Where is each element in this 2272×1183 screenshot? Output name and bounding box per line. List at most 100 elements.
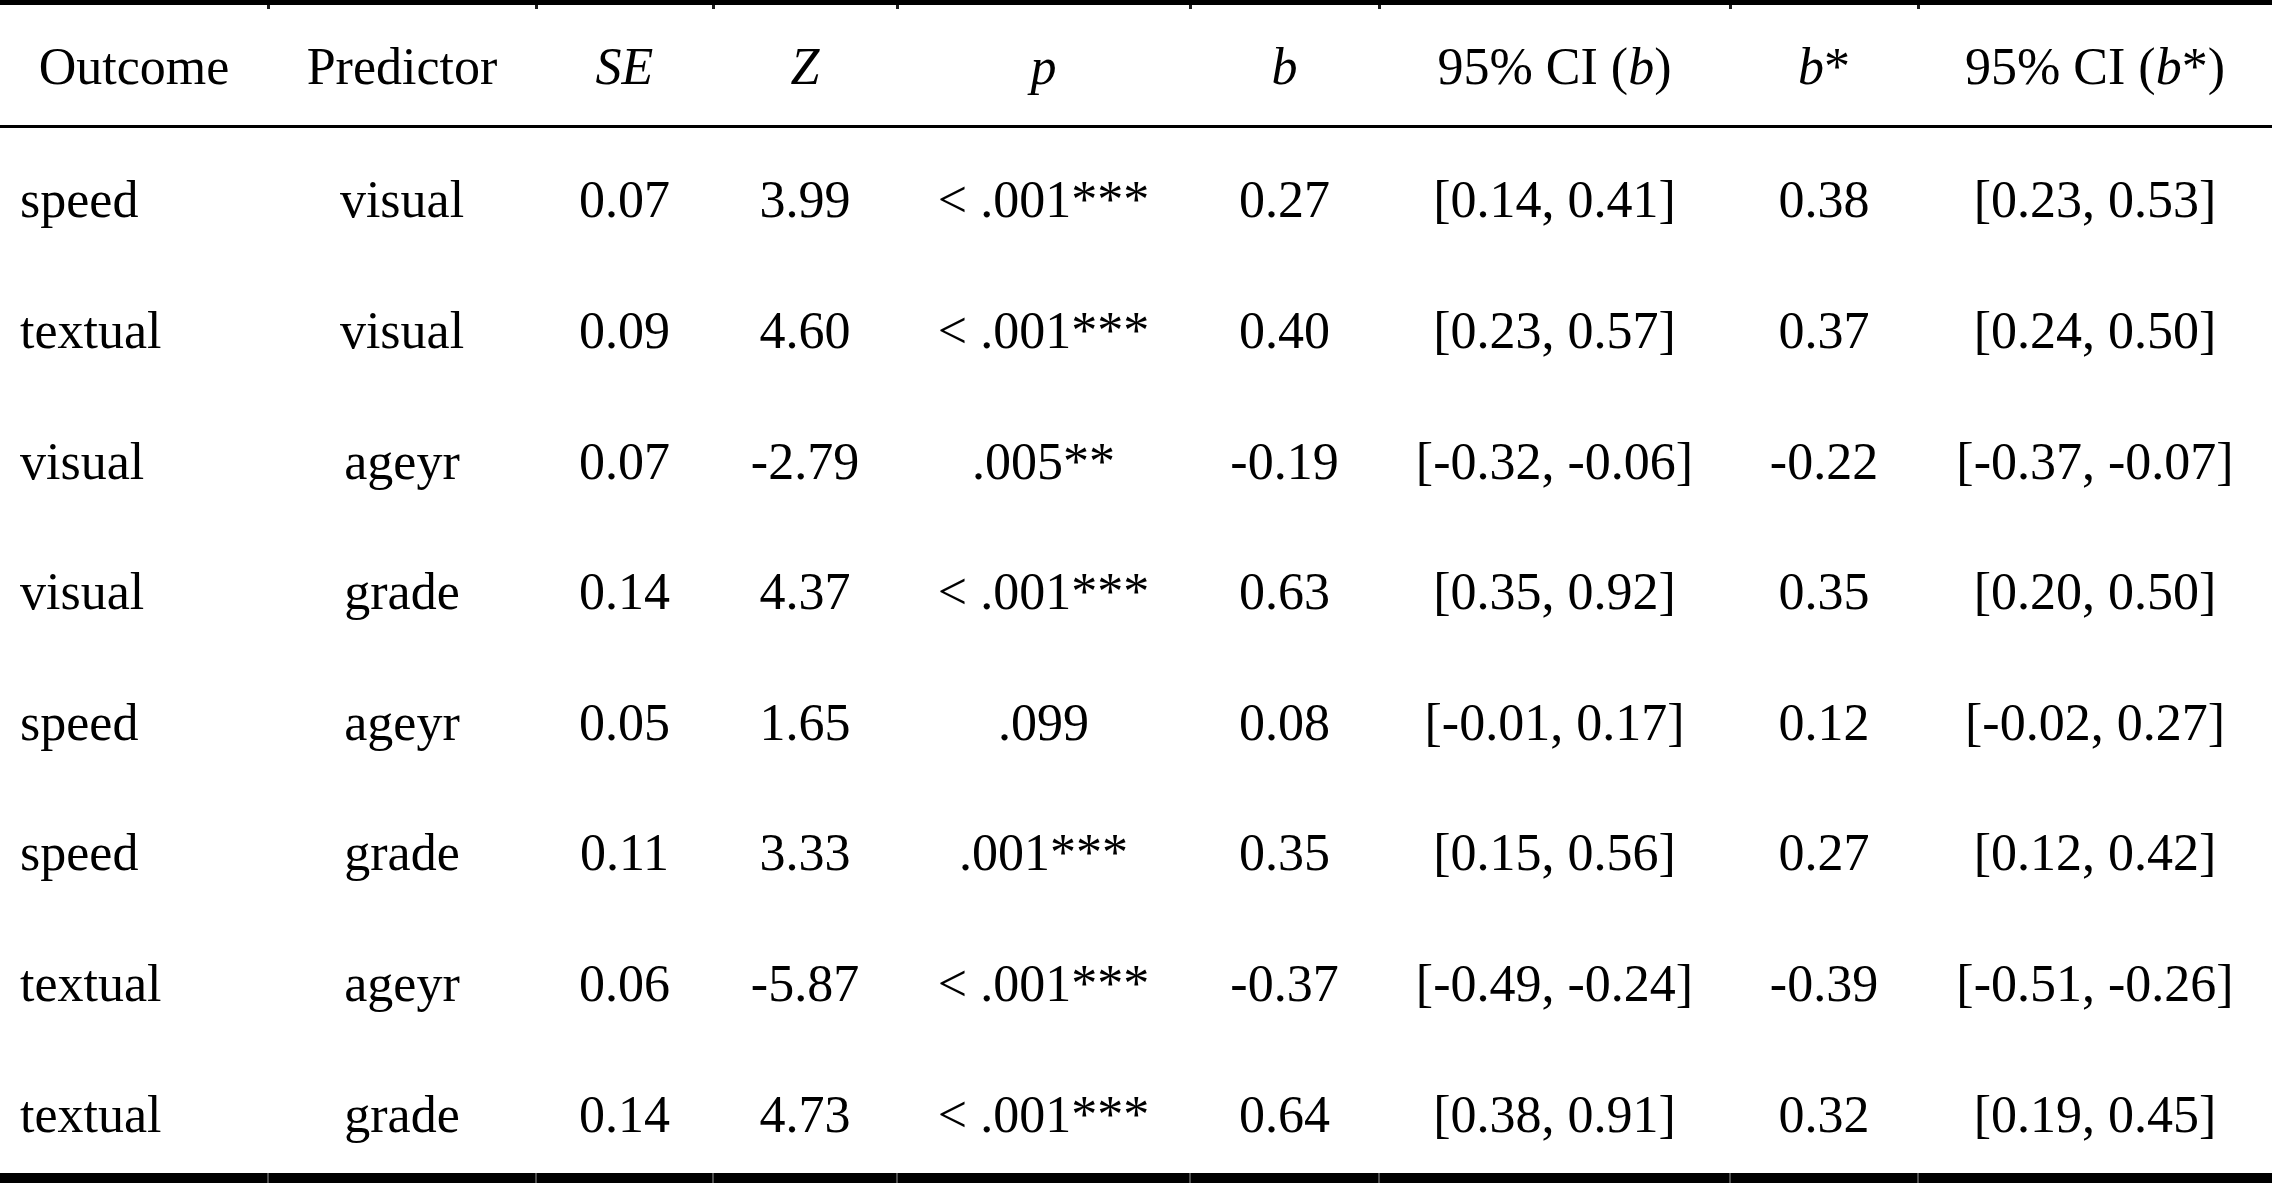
column-header-z-segment: Z (791, 41, 820, 93)
column-boundary-tick (896, 5, 899, 9)
cell-z-row-6: 3.33 (713, 781, 897, 912)
cell-se-row-3: 0.07 (536, 389, 713, 520)
column-header-ci-b-segment: 95% CI ( (1438, 41, 1629, 93)
cell-b-row-6: 0.35 (1190, 781, 1379, 912)
cell-ci-b-row-2: [0.23, 0.57] (1379, 259, 1730, 390)
column-header-ci-b-star: 95% CI (b*) (1918, 5, 2272, 128)
column-header-outcome: Outcome (0, 5, 268, 128)
column-boundary-seam (1189, 1173, 1191, 1183)
cell-ci-b-row-7: [-0.49, -0.24] (1379, 912, 1730, 1043)
cell-se-row-2: 0.09 (536, 259, 713, 390)
column-header-b-star-segment: b (1798, 41, 1824, 93)
cell-b-star-row-3: -0.22 (1730, 389, 1918, 520)
column-header-ci-b-star-segment: *) (2182, 41, 2225, 93)
cell-z-row-7: -5.87 (713, 912, 897, 1043)
cell-ci-b-star-row-8: [0.19, 0.45] (1918, 1042, 2272, 1173)
cell-z-row-5: 1.65 (713, 651, 897, 782)
cell-ci-b-star-row-2: [0.24, 0.50] (1918, 259, 2272, 390)
column-boundary-seam (1378, 1173, 1380, 1183)
column-header-ci-b-segment: ) (1654, 41, 1671, 93)
cell-z-row-1: 3.99 (713, 128, 897, 259)
cell-ci-b-star-row-7: [-0.51, -0.26] (1918, 912, 2272, 1043)
column-boundary-seam (1917, 1173, 1919, 1183)
cell-z-row-8: 4.73 (713, 1042, 897, 1173)
cell-ci-b-star-row-3: [-0.37, -0.07] (1918, 389, 2272, 520)
cell-p-row-3: .005** (897, 389, 1190, 520)
cell-ci-b-star-row-1: [0.23, 0.53] (1918, 128, 2272, 259)
column-boundary-tick (1917, 5, 1920, 9)
column-header-p: p (897, 5, 1190, 128)
column-boundary-seam (712, 1173, 714, 1183)
cell-b-star-row-5: 0.12 (1730, 651, 1918, 782)
cell-ci-b-row-4: [0.35, 0.92] (1379, 520, 1730, 651)
column-header-predictor: Predictor (268, 5, 536, 128)
cell-predictor-row-7: ageyr (268, 912, 536, 1043)
cell-se-row-6: 0.11 (536, 781, 713, 912)
cell-outcome-row-4: visual (0, 520, 268, 651)
cell-se-row-7: 0.06 (536, 912, 713, 1043)
cell-ci-b-row-1: [0.14, 0.41] (1379, 128, 1730, 259)
cell-b-star-row-8: 0.32 (1730, 1042, 1918, 1173)
cell-predictor-row-2: visual (268, 259, 536, 390)
cell-ci-b-star-row-5: [-0.02, 0.27] (1918, 651, 2272, 782)
cell-outcome-row-5: speed (0, 651, 268, 782)
cell-p-row-5: .099 (897, 651, 1190, 782)
cell-se-row-4: 0.14 (536, 520, 713, 651)
column-boundary-seam (1729, 1173, 1731, 1183)
cell-b-row-1: 0.27 (1190, 128, 1379, 259)
cell-b-row-3: -0.19 (1190, 389, 1379, 520)
cell-p-row-2: < .001*** (897, 259, 1190, 390)
cell-se-row-5: 0.05 (536, 651, 713, 782)
column-boundary-tick (1729, 5, 1732, 9)
column-boundary-tick (1378, 5, 1381, 9)
cell-outcome-row-2: textual (0, 259, 268, 390)
cell-p-row-1: < .001*** (897, 128, 1190, 259)
column-boundary-seam (535, 1173, 537, 1183)
column-header-p-segment: p (1031, 41, 1057, 93)
cell-b-row-8: 0.64 (1190, 1042, 1379, 1173)
table-bottom-rule (0, 1173, 2272, 1183)
column-boundary-seam (896, 1173, 898, 1183)
cell-b-row-5: 0.08 (1190, 651, 1379, 782)
cell-outcome-row-8: textual (0, 1042, 268, 1173)
cell-p-row-4: < .001*** (897, 520, 1190, 651)
cell-se-row-1: 0.07 (536, 128, 713, 259)
cell-b-star-row-1: 0.38 (1730, 128, 1918, 259)
cell-se-row-8: 0.14 (536, 1042, 713, 1173)
cell-predictor-row-4: grade (268, 520, 536, 651)
regression-results-table: OutcomePredictorSEZpb95% CI (b)b*95% CI … (0, 5, 2272, 1173)
cell-ci-b-row-5: [-0.01, 0.17] (1379, 651, 1730, 782)
column-header-b-star: b* (1730, 5, 1918, 128)
cell-b-row-7: -0.37 (1190, 912, 1379, 1043)
column-header-ci-b-segment: b (1628, 41, 1654, 93)
column-header-ci-b-star-segment: b (2156, 41, 2182, 93)
column-header-outcome-segment: Outcome (39, 41, 230, 93)
cell-b-star-row-7: -0.39 (1730, 912, 1918, 1043)
cell-predictor-row-8: grade (268, 1042, 536, 1173)
column-header-b-segment: b (1272, 41, 1298, 93)
cell-outcome-row-7: textual (0, 912, 268, 1043)
cell-predictor-row-5: ageyr (268, 651, 536, 782)
cell-ci-b-row-8: [0.38, 0.91] (1379, 1042, 1730, 1173)
cell-outcome-row-1: speed (0, 128, 268, 259)
column-header-z: Z (713, 5, 897, 128)
cell-ci-b-row-6: [0.15, 0.56] (1379, 781, 1730, 912)
cell-z-row-4: 4.37 (713, 520, 897, 651)
column-header-ci-b-star-segment: 95% CI ( (1965, 41, 2156, 93)
cell-b-star-row-2: 0.37 (1730, 259, 1918, 390)
cell-b-row-4: 0.63 (1190, 520, 1379, 651)
cell-outcome-row-3: visual (0, 389, 268, 520)
column-header-predictor-segment: Predictor (307, 41, 498, 93)
column-boundary-tick (267, 5, 270, 9)
cell-p-row-6: .001*** (897, 781, 1190, 912)
cell-ci-b-star-row-4: [0.20, 0.50] (1918, 520, 2272, 651)
cell-ci-b-row-3: [-0.32, -0.06] (1379, 389, 1730, 520)
cell-b-star-row-4: 0.35 (1730, 520, 1918, 651)
cell-p-row-7: < .001*** (897, 912, 1190, 1043)
column-header-b-star-segment: * (1824, 41, 1850, 93)
column-boundary-tick (712, 5, 715, 9)
cell-p-row-8: < .001*** (897, 1042, 1190, 1173)
column-header-se-segment: SE (596, 41, 654, 93)
cell-b-star-row-6: 0.27 (1730, 781, 1918, 912)
cell-predictor-row-3: ageyr (268, 389, 536, 520)
